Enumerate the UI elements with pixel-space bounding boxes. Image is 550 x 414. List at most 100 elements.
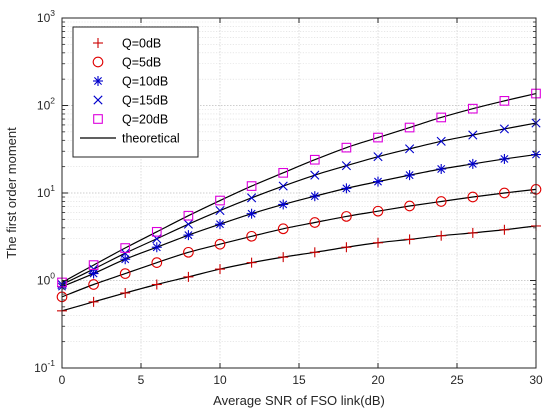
marker-series-2: [151, 242, 162, 253]
legend-entry-label: Q=15dB: [122, 94, 168, 108]
x-tick-label: 25: [450, 373, 464, 387]
marker-series-1: [119, 268, 131, 279]
marker-series-2: [373, 176, 383, 187]
marker-series-4: [88, 260, 99, 270]
marker-series-0: [373, 237, 383, 248]
marker-series-4: [499, 96, 510, 106]
marker-series-1: [435, 196, 447, 207]
marker-series-3: [120, 248, 130, 258]
marker-series-1: [372, 205, 384, 217]
y-tick-label: 10-1: [34, 358, 55, 375]
marker-series-4: [373, 132, 383, 143]
legend-box: [72, 26, 199, 158]
marker-series-0: [246, 257, 257, 268]
legend-marker-symbol: [93, 95, 103, 105]
marker-series-3: [247, 193, 257, 203]
marker-series-0: [88, 296, 99, 307]
legend-entry-label: theoretical: [122, 132, 180, 146]
marker-series-2: [246, 208, 257, 219]
marker-series-4: [278, 167, 289, 178]
legend: Q=0dB Q=5dB Q=10dB Q=15dB Q=20dB theoretical: [72, 26, 199, 158]
marker-series-0: [467, 227, 478, 238]
marker-series-0: [183, 271, 194, 282]
marker-series-4: [246, 181, 257, 191]
marker-series-1: [467, 191, 479, 203]
marker-series-1: [341, 211, 352, 222]
y-tick-label: 101: [37, 183, 55, 200]
y-tick-label: 103: [37, 8, 55, 25]
data-markers: [56, 88, 542, 316]
marker-series-2: [404, 170, 415, 181]
ticks: [61, 17, 537, 369]
x-tick-labels: 0 5 10 15 20 25 30: [59, 373, 543, 387]
marker-series-3: [215, 205, 225, 216]
legend-marker-symbol: [92, 56, 104, 68]
legend-entry-label: Q=5dB: [122, 56, 161, 70]
marker-series-3: [499, 124, 509, 134]
theoretical-lines: [61, 92, 537, 312]
marker-series-2: [88, 268, 99, 279]
legend-marker-symbol: [93, 114, 103, 124]
marker-series-2: [120, 254, 131, 265]
marker-series-0: [309, 247, 320, 258]
marker-series-2: [436, 164, 447, 175]
legend-entry-label: Q=0dB: [122, 37, 161, 51]
marker-series-1: [277, 223, 289, 235]
marker-series-1: [404, 200, 415, 212]
marker-series-1: [499, 187, 510, 199]
legend-marker-symbol: [93, 76, 103, 86]
marker-series-3: [278, 181, 288, 191]
marker-series-1: [309, 217, 321, 228]
marker-series-4: [436, 112, 447, 123]
marker-series-1: [214, 238, 226, 250]
y-tick-label: 100: [37, 271, 55, 288]
legend-marker-symbol: [93, 38, 103, 48]
theoretical-line-0: [61, 225, 537, 312]
marker-series-3: [436, 136, 446, 146]
marker-series-2: [278, 199, 289, 210]
x-tick-label: 10: [213, 373, 227, 387]
marker-series-3: [183, 219, 193, 229]
marker-series-0: [499, 224, 510, 235]
marker-series-4: [309, 154, 320, 165]
x-tick-label: 0: [59, 373, 66, 387]
y-tick-label: 102: [37, 96, 55, 113]
marker-series-0: [151, 279, 162, 290]
marker-series-4: [183, 210, 194, 221]
theoretical-line-1: [61, 188, 537, 298]
marker-series-2: [499, 153, 510, 164]
marker-series-4: [151, 226, 162, 237]
marker-series-4: [215, 195, 225, 206]
marker-series-1: [183, 246, 194, 258]
marker-series-3: [468, 130, 478, 140]
theoretical-line-4: [61, 92, 537, 283]
marker-series-0: [436, 230, 447, 241]
marker-series-2: [341, 183, 352, 194]
major-grid: [62, 18, 536, 368]
marker-series-0: [341, 242, 352, 253]
marker-series-3: [341, 161, 351, 171]
marker-series-2: [183, 230, 194, 241]
marker-series-3: [310, 170, 320, 180]
marker-series-0: [278, 252, 289, 263]
marker-series-0: [215, 264, 225, 275]
x-tick-label: 20: [371, 373, 385, 387]
marker-series-4: [467, 103, 478, 114]
marker-series-2: [309, 191, 320, 202]
theoretical-line-2: [61, 153, 537, 288]
y-tick-labels: 10-1 100 101 102 103: [34, 8, 55, 375]
x-tick-label: 15: [292, 373, 306, 387]
marker-series-4: [404, 122, 415, 133]
legend-entry-label: Q=20dB: [122, 113, 168, 127]
marker-series-3: [373, 152, 383, 162]
y-axis-label: The first order moment: [4, 127, 19, 259]
marker-series-2: [215, 219, 225, 230]
x-tick-label: 5: [138, 373, 145, 387]
marker-series-4: [120, 243, 131, 253]
marker-series-1: [151, 257, 163, 268]
marker-series-1: [88, 279, 99, 290]
theoretical-line-3: [61, 122, 537, 286]
marker-series-4: [341, 142, 352, 153]
marker-series-2: [467, 158, 478, 169]
